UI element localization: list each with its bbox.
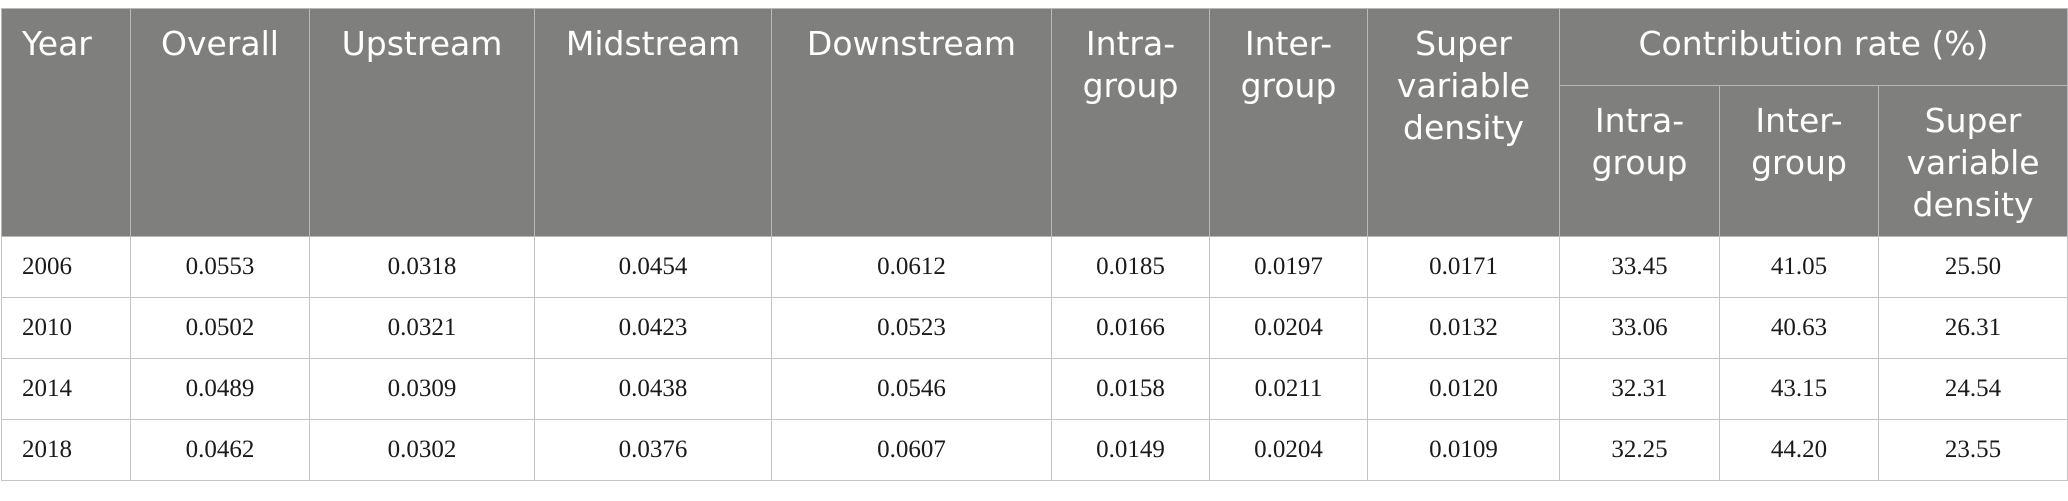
header-contribution-rate: Contribution rate (%) — [1558, 8, 2068, 86]
cell-midstream: 0.0423 — [534, 297, 772, 359]
cell-super-variable-density: 0.0109 — [1367, 419, 1560, 481]
cell-upstream: 0.0302 — [309, 419, 535, 481]
header-midstream: Midstream — [534, 8, 772, 237]
cell-contribution-super-variable-density: 25.50 — [1877, 236, 2068, 298]
cell-overall: 0.0462 — [130, 419, 310, 481]
header-inter-group: Inter-group — [1209, 8, 1368, 237]
data-table: Year Overall Upstream Midstream Downstre… — [1, 8, 2068, 481]
header-contribution-super-variable-density: Super variable density — [1877, 85, 2068, 237]
cell-inter-group: 0.0204 — [1209, 297, 1368, 359]
cell-super-variable-density: 0.0132 — [1367, 297, 1560, 359]
cell-midstream: 0.0454 — [534, 236, 772, 298]
cell-downstream: 0.0546 — [771, 358, 1052, 420]
cell-contribution-inter-group: 41.05 — [1719, 236, 1879, 298]
cell-intra-group: 0.0185 — [1051, 236, 1210, 298]
table-body: 2006 0.0553 0.0318 0.0454 0.0612 0.0185 0.0197… — [1, 236, 2068, 481]
header-super-variable-density: Super variable density — [1367, 8, 1560, 237]
table-row: 2010 0.0502 0.0321 0.0423 0.0523 0.0166 0.0204… — [1, 297, 2068, 359]
cell-super-variable-density: 0.0171 — [1367, 236, 1560, 298]
cell-contribution-intra-group: 33.45 — [1559, 236, 1720, 298]
cell-inter-group: 0.0211 — [1209, 358, 1368, 420]
cell-contribution-super-variable-density: 26.31 — [1877, 297, 2068, 359]
header-downstream: Downstream — [771, 8, 1052, 237]
cell-midstream: 0.0376 — [534, 419, 772, 481]
table-header: Year Overall Upstream Midstream Downstre… — [1, 8, 2068, 237]
cell-contribution-inter-group: 44.20 — [1719, 419, 1879, 481]
cell-downstream: 0.0607 — [771, 419, 1052, 481]
table-row: 2006 0.0553 0.0318 0.0454 0.0612 0.0185 0.0197… — [1, 236, 2068, 298]
cell-midstream: 0.0438 — [534, 358, 772, 420]
header-year: Year — [1, 8, 131, 237]
cell-intra-group: 0.0158 — [1051, 358, 1210, 420]
cell-contribution-intra-group: 33.06 — [1559, 297, 1720, 359]
cell-contribution-super-variable-density: 24.54 — [1877, 358, 2068, 420]
cell-contribution-intra-group: 32.25 — [1559, 419, 1720, 481]
cell-year: 2010 — [1, 297, 131, 359]
cell-inter-group: 0.0197 — [1209, 236, 1368, 298]
cell-contribution-intra-group: 32.31 — [1559, 358, 1720, 420]
header-upstream: Upstream — [309, 8, 535, 237]
header-intra-group: Intra-group — [1051, 8, 1210, 237]
cell-contribution-inter-group: 43.15 — [1719, 358, 1879, 420]
cell-overall: 0.0553 — [130, 236, 310, 298]
header-contribution-inter-group: Inter-group — [1719, 85, 1879, 237]
cell-super-variable-density: 0.0120 — [1367, 358, 1560, 420]
table-row: 2014 0.0489 0.0309 0.0438 0.0546 0.0158 0.0211… — [1, 358, 2068, 420]
cell-upstream: 0.0309 — [309, 358, 535, 420]
cell-upstream: 0.0318 — [309, 236, 535, 298]
cell-inter-group: 0.0204 — [1209, 419, 1368, 481]
cell-year: 2014 — [1, 358, 131, 420]
cell-downstream: 0.0612 — [771, 236, 1052, 298]
cell-intra-group: 0.0149 — [1051, 419, 1210, 481]
table-row: 2018 0.0462 0.0302 0.0376 0.0607 0.0149 0.0204… — [1, 419, 2068, 481]
cell-year: 2018 — [1, 419, 131, 481]
cell-upstream: 0.0321 — [309, 297, 535, 359]
cell-overall: 0.0502 — [130, 297, 310, 359]
cell-contribution-inter-group: 40.63 — [1719, 297, 1879, 359]
cell-contribution-super-variable-density: 23.55 — [1877, 419, 2068, 481]
cell-overall: 0.0489 — [130, 358, 310, 420]
cell-intra-group: 0.0166 — [1051, 297, 1210, 359]
header-overall: Overall — [130, 8, 310, 237]
cell-downstream: 0.0523 — [771, 297, 1052, 359]
header-contribution-intra-group: Intra-group — [1559, 85, 1720, 237]
cell-year: 2006 — [1, 236, 131, 298]
